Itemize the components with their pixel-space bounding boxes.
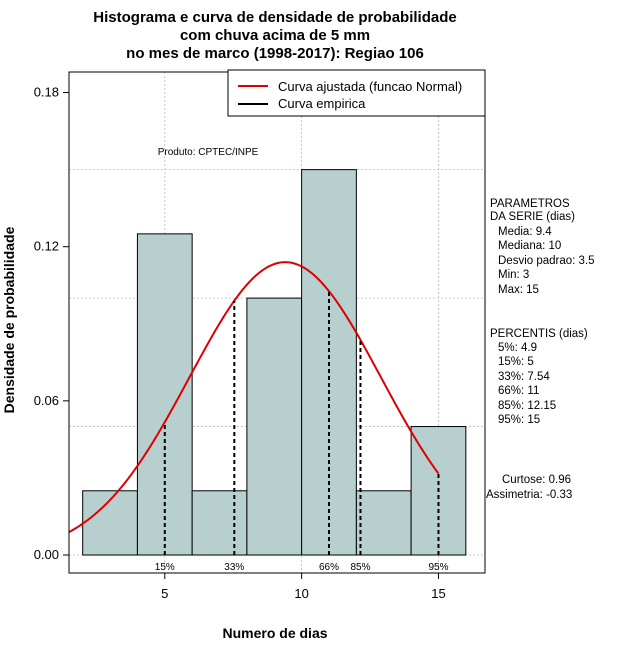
percentile-label-66: 66% <box>319 562 339 573</box>
x-tick-label: 10 <box>294 586 308 601</box>
histogram-bar-3 <box>191 490 248 556</box>
histogram-bar-1 <box>82 490 138 556</box>
histogram-bar-2 <box>136 233 193 556</box>
y-tick-label: 0.12 <box>34 239 59 254</box>
param-max: Max: 15 <box>498 284 539 296</box>
percentile-label-95: 95% <box>428 562 448 573</box>
percentil-85: 85%: 12.15 <box>498 400 556 412</box>
y-tick-label: 0.00 <box>34 547 59 562</box>
percentile-label-15: 15% <box>155 562 175 573</box>
percentil-5: 5%: 4.9 <box>498 342 537 354</box>
histogram-bars <box>82 169 467 556</box>
percentil-33: 33%: 7.54 <box>498 371 550 383</box>
percentil-66: 66%: 11 <box>498 385 539 397</box>
fitted-normal-curve <box>68 261 440 533</box>
legend: Curva ajustada (funcao Normal) Curva emp… <box>227 69 486 117</box>
params-title-line-1: PARAMETROS <box>490 198 570 210</box>
density-curves <box>68 261 440 533</box>
param-media: Media: 9.4 <box>498 226 552 238</box>
percentile-markers: 15% 33% 66% 85% 95% <box>155 291 449 573</box>
percentile-label-33: 33% <box>224 562 244 573</box>
params-title-line-2: DA SERIE (dias) <box>490 211 575 223</box>
product-annotation: Produto: CPTEC/INPE <box>158 147 259 158</box>
y-tick-label: 0.06 <box>34 393 59 408</box>
legend-label-fitted: Curva ajustada (funcao Normal) <box>278 79 462 94</box>
param-desvio: Desvio padrao: 3.5 <box>498 255 595 267</box>
percentile-label-85: 85% <box>350 562 370 573</box>
curtose-value: Curtose: 0.96 <box>502 474 571 486</box>
chart-title-line-3: no mes de marco (1998-2017): Regiao 106 <box>126 45 424 62</box>
percentil-95: 95%: 15 <box>498 414 540 426</box>
param-min: Min: 3 <box>498 269 529 281</box>
param-mediana: Mediana: 10 <box>498 240 561 252</box>
y-tick-label: 0.18 <box>34 85 59 100</box>
side-panel: PARAMETROS DA SERIE (dias) Media: 9.4 Me… <box>486 198 595 501</box>
x-tick-label: 15 <box>431 586 445 601</box>
legend-label-empirical: Curva empirica <box>278 96 366 111</box>
percentil-15: 15%: 5 <box>498 356 534 368</box>
legend-box <box>227 69 486 117</box>
percentis-title: PERCENTIS (dias) <box>490 328 588 340</box>
chart-title-line-1: Histograma e curva de densidade de proba… <box>93 9 456 26</box>
x-axis-title: Numero de dias <box>222 625 327 641</box>
x-tick-label: 5 <box>161 586 168 601</box>
histogram-bar-4 <box>246 297 303 556</box>
assimetria-value: Assimetria: -0.33 <box>486 489 572 501</box>
histogram-bar-6 <box>355 490 412 556</box>
y-axis-title: Densidade de probabilidade <box>1 226 17 413</box>
chart-title-line-2: com chuva acima de 5 mm <box>180 27 370 44</box>
